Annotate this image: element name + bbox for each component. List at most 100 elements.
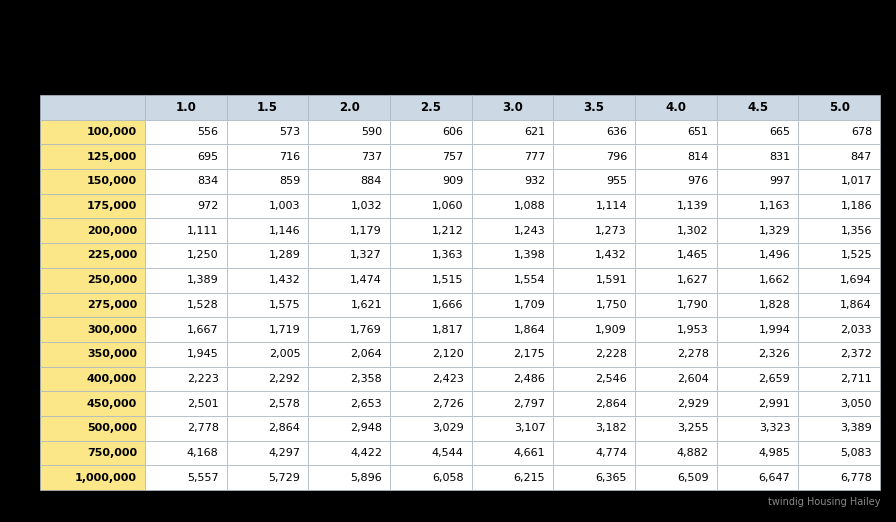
Bar <box>308 366 390 392</box>
Text: 1,575: 1,575 <box>269 300 300 310</box>
Text: 5,083: 5,083 <box>840 448 872 458</box>
Text: 4,544: 4,544 <box>432 448 463 458</box>
Text: 2,604: 2,604 <box>676 374 709 384</box>
Text: 2,278: 2,278 <box>676 349 709 359</box>
Bar <box>227 292 308 317</box>
Text: 1,828: 1,828 <box>758 300 790 310</box>
Bar <box>390 95 471 120</box>
Text: 1,817: 1,817 <box>432 325 463 335</box>
Bar <box>635 392 717 416</box>
Text: 200,000: 200,000 <box>87 226 137 236</box>
Bar <box>40 292 145 317</box>
Bar <box>227 441 308 465</box>
Text: 777: 777 <box>524 152 546 162</box>
Text: 796: 796 <box>606 152 627 162</box>
Bar <box>40 194 145 218</box>
Text: 2,726: 2,726 <box>432 399 463 409</box>
Text: 1,750: 1,750 <box>595 300 627 310</box>
Bar <box>227 342 308 366</box>
Text: 6,365: 6,365 <box>596 472 627 483</box>
Text: 955: 955 <box>606 176 627 186</box>
Text: 2,797: 2,797 <box>513 399 546 409</box>
Text: 4,297: 4,297 <box>268 448 300 458</box>
Bar <box>635 95 717 120</box>
Bar <box>717 169 798 194</box>
Text: 1,060: 1,060 <box>432 201 463 211</box>
Text: 3,389: 3,389 <box>840 423 872 433</box>
Text: 2,228: 2,228 <box>595 349 627 359</box>
Text: 1,864: 1,864 <box>513 325 546 335</box>
Text: 976: 976 <box>687 176 709 186</box>
Bar <box>145 268 227 292</box>
Text: 1.5: 1.5 <box>257 101 278 114</box>
Text: 3,029: 3,029 <box>432 423 463 433</box>
Text: 2,358: 2,358 <box>350 374 382 384</box>
Bar <box>390 218 471 243</box>
Text: 1,243: 1,243 <box>513 226 546 236</box>
Text: 4,985: 4,985 <box>758 448 790 458</box>
Text: 1,146: 1,146 <box>269 226 300 236</box>
Bar <box>145 218 227 243</box>
Text: 847: 847 <box>850 152 872 162</box>
Text: 4,661: 4,661 <box>513 448 546 458</box>
Bar <box>717 317 798 342</box>
Bar <box>390 342 471 366</box>
Text: 1,591: 1,591 <box>595 275 627 285</box>
Text: 2,486: 2,486 <box>513 374 546 384</box>
Bar <box>717 243 798 268</box>
Bar <box>145 169 227 194</box>
Bar <box>308 392 390 416</box>
Text: 4,882: 4,882 <box>676 448 709 458</box>
Text: 3.0: 3.0 <box>502 101 523 114</box>
Bar <box>227 169 308 194</box>
Text: 932: 932 <box>524 176 546 186</box>
Bar <box>390 292 471 317</box>
Bar <box>390 392 471 416</box>
Text: 831: 831 <box>769 152 790 162</box>
Bar <box>798 120 880 145</box>
Text: 3,107: 3,107 <box>513 423 546 433</box>
Bar <box>40 416 145 441</box>
Bar <box>308 416 390 441</box>
Text: 1,017: 1,017 <box>840 176 872 186</box>
Bar <box>145 292 227 317</box>
Text: 1,666: 1,666 <box>432 300 463 310</box>
Text: twindig Housing Hailey: twindig Housing Hailey <box>768 497 880 507</box>
Bar <box>145 194 227 218</box>
Text: 2,929: 2,929 <box>676 399 709 409</box>
Bar <box>471 465 554 490</box>
Text: 1,114: 1,114 <box>595 201 627 211</box>
Text: 1,667: 1,667 <box>187 325 219 335</box>
Bar <box>471 243 554 268</box>
Bar <box>635 120 717 145</box>
Text: 1,003: 1,003 <box>269 201 300 211</box>
Text: 5.0: 5.0 <box>829 101 849 114</box>
Text: 100,000: 100,000 <box>87 127 137 137</box>
Bar <box>471 169 554 194</box>
Bar <box>308 169 390 194</box>
Bar <box>308 268 390 292</box>
Bar <box>227 95 308 120</box>
Text: 6,778: 6,778 <box>840 472 872 483</box>
Bar <box>471 441 554 465</box>
Bar <box>390 441 471 465</box>
Text: 1,212: 1,212 <box>432 226 463 236</box>
Bar <box>635 317 717 342</box>
Text: 3,255: 3,255 <box>677 423 709 433</box>
Bar <box>145 317 227 342</box>
Text: 1,088: 1,088 <box>513 201 546 211</box>
Text: 2,175: 2,175 <box>513 349 546 359</box>
Bar <box>635 268 717 292</box>
Text: 2,223: 2,223 <box>186 374 219 384</box>
Bar <box>798 441 880 465</box>
Bar <box>227 416 308 441</box>
Text: 1,139: 1,139 <box>677 201 709 211</box>
Bar <box>635 169 717 194</box>
Text: 1,163: 1,163 <box>759 201 790 211</box>
Bar <box>227 120 308 145</box>
Text: 1,662: 1,662 <box>759 275 790 285</box>
Text: 4,774: 4,774 <box>595 448 627 458</box>
Text: 2,778: 2,778 <box>186 423 219 433</box>
Bar <box>635 194 717 218</box>
Bar <box>717 416 798 441</box>
